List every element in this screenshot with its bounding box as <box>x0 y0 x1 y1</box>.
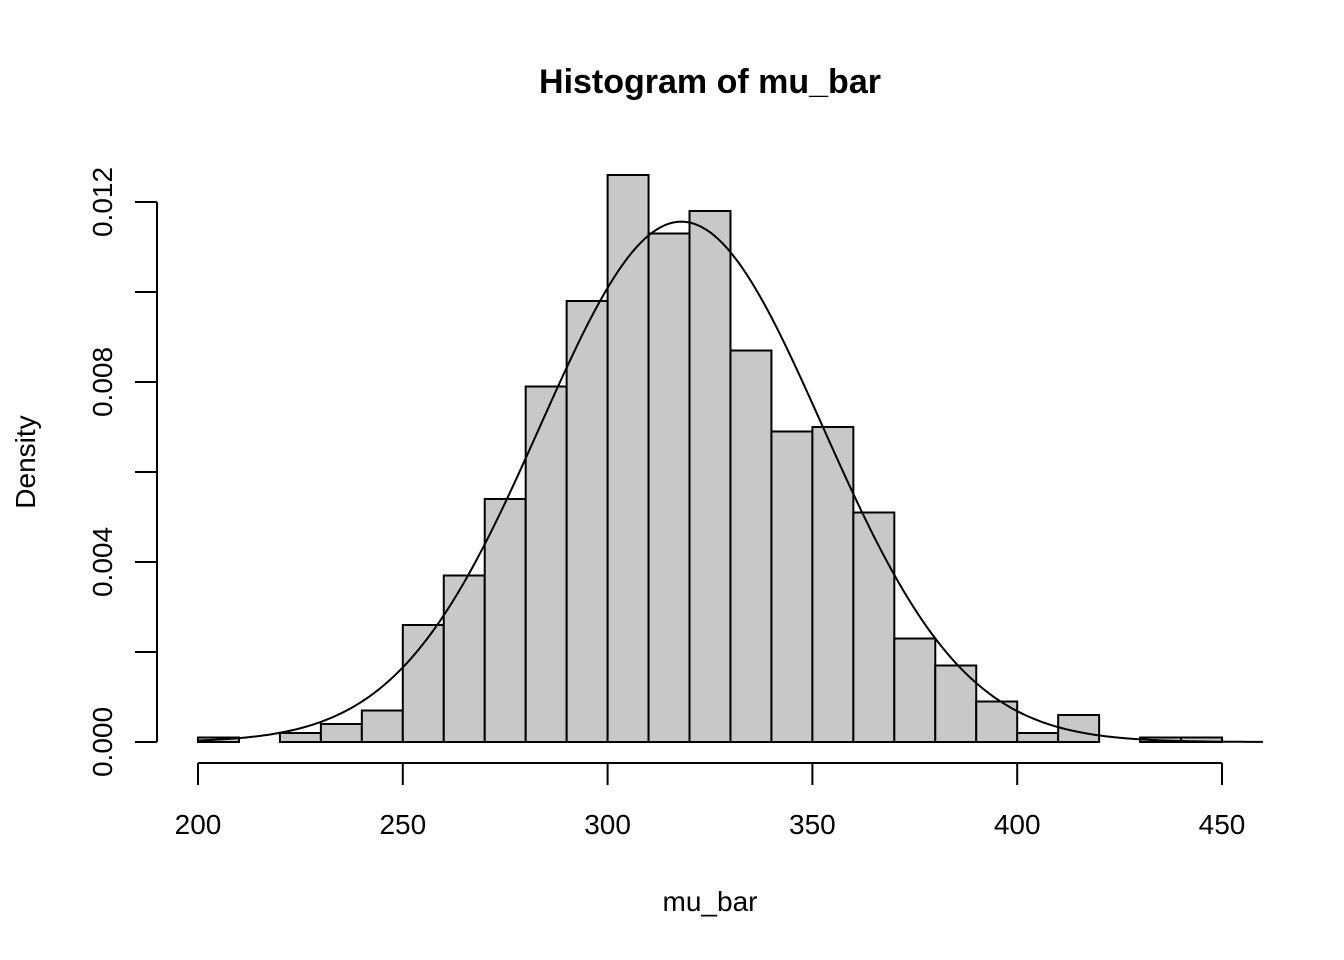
histogram-bar <box>278 732 322 743</box>
x-tick-label: 300 <box>584 809 631 840</box>
y-tick-label: 0.000 <box>87 707 118 777</box>
y-tick-label: 0.004 <box>87 527 118 597</box>
histogram-bars <box>197 174 1224 743</box>
x-tick-label: 450 <box>1199 809 1246 840</box>
x-tick-label: 250 <box>379 809 426 840</box>
x-axis-label: mu_bar <box>663 886 758 917</box>
histogram-bar <box>770 430 814 743</box>
y-tick-label: 0.008 <box>87 347 118 417</box>
y-axis: 0.000 0.004 0.008 0.012 <box>87 167 158 777</box>
histogram-bar <box>893 637 937 743</box>
histogram-bar <box>729 349 773 743</box>
histogram-bar <box>319 723 363 743</box>
histogram-bar <box>360 709 404 743</box>
density-curve <box>197 220 1263 743</box>
y-axis-label: Density <box>10 415 41 508</box>
histogram-bar <box>688 210 732 743</box>
histogram-bar <box>647 232 691 743</box>
x-axis: 200 250 300 350 400 450 <box>175 762 1246 840</box>
histogram-bar <box>565 300 609 743</box>
x-tick-label: 350 <box>789 809 836 840</box>
chart-title: Histogram of mu_bar <box>539 63 881 101</box>
histogram-bar <box>483 498 527 743</box>
y-tick-label: 0.012 <box>87 167 118 237</box>
x-tick-label: 400 <box>994 809 1041 840</box>
histogram-bar <box>934 664 978 743</box>
histogram-bar <box>811 426 855 743</box>
histogram-bar <box>606 174 650 743</box>
histogram-bar <box>442 574 486 743</box>
x-tick-label: 200 <box>175 809 222 840</box>
histogram-bar <box>524 385 568 743</box>
histogram-bar <box>1016 732 1060 743</box>
histogram-bar <box>852 511 896 743</box>
